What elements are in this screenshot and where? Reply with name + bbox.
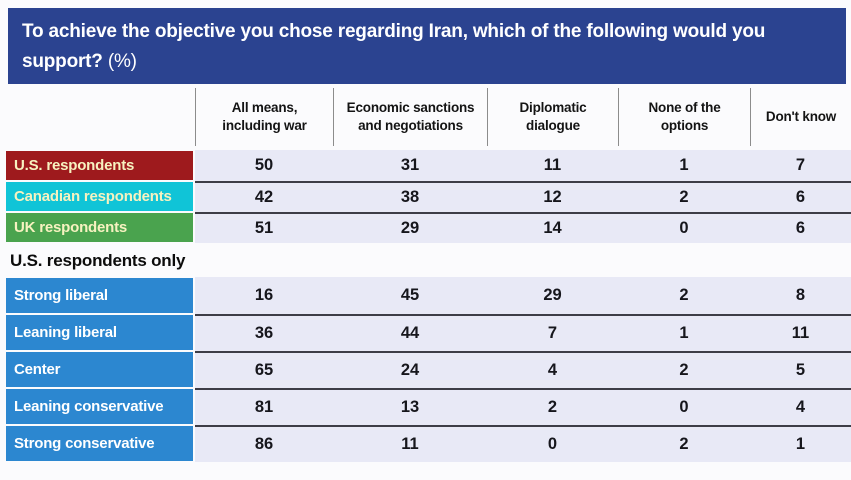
- value-cell: 2: [487, 388, 618, 425]
- value-cell: 0: [487, 425, 618, 462]
- column-header: Don't know: [750, 88, 851, 146]
- section-header: U.S. respondents only: [10, 251, 186, 270]
- value-cell: 65: [195, 351, 333, 388]
- value-cell: 13: [333, 388, 487, 425]
- value-cell: 12: [487, 181, 618, 212]
- row-label: Center: [6, 352, 193, 387]
- row-label: Leaning conservative: [6, 389, 193, 424]
- table-row: Canadian respondents 42 38 12 2 6: [0, 181, 851, 212]
- value-cell: 8: [750, 277, 851, 314]
- value-cell: 11: [750, 314, 851, 351]
- row-label: U.S. respondents: [6, 151, 193, 180]
- table-body: U.S. respondents 50 31 11 1 7 Canadian respond…: [0, 150, 851, 462]
- value-cell: 51: [195, 212, 333, 243]
- title-bar: To achieve the objective you chose regar…: [8, 8, 846, 84]
- value-cell: 86: [195, 425, 333, 462]
- value-cell: 24: [333, 351, 487, 388]
- value-cell: 11: [487, 150, 618, 181]
- value-cell: 29: [333, 212, 487, 243]
- table-row: Strong conservative 86 11 0 2 1: [0, 425, 851, 462]
- value-cell: 7: [750, 150, 851, 181]
- column-header: None of the options: [618, 88, 750, 146]
- value-cell: 1: [618, 314, 750, 351]
- value-cell: 14: [487, 212, 618, 243]
- value-cell: 0: [618, 212, 750, 243]
- value-cell: 4: [750, 388, 851, 425]
- row-label: Strong liberal: [6, 278, 193, 313]
- value-cell: 11: [333, 425, 487, 462]
- value-cell: 16: [195, 277, 333, 314]
- value-cell: 2: [618, 425, 750, 462]
- value-cell: 1: [618, 150, 750, 181]
- row-label: UK respondents: [6, 213, 193, 242]
- table-row: Center 65 24 4 2 5: [0, 351, 851, 388]
- table-row: U.S. respondents 50 31 11 1 7: [0, 150, 851, 181]
- column-header-row: All means, including war Economic sanctio…: [0, 88, 851, 146]
- table-row: Leaning liberal 36 44 7 1 11: [0, 314, 851, 351]
- value-cell: 0: [618, 388, 750, 425]
- value-cell: 45: [333, 277, 487, 314]
- value-cell: 5: [750, 351, 851, 388]
- value-cell: 1: [750, 425, 851, 462]
- table-row: Leaning conservative 81 13 2 0 4: [0, 388, 851, 425]
- value-cell: 4: [487, 351, 618, 388]
- row-label: Leaning liberal: [6, 315, 193, 350]
- value-cell: 29: [487, 277, 618, 314]
- value-cell: 31: [333, 150, 487, 181]
- value-cell: 38: [333, 181, 487, 212]
- value-cell: 6: [750, 212, 851, 243]
- title-percent-suffix: (%): [107, 51, 137, 73]
- column-header: All means, including war: [195, 88, 333, 146]
- value-cell: 50: [195, 150, 333, 181]
- value-cell: 2: [618, 277, 750, 314]
- value-cell: 6: [750, 181, 851, 212]
- value-cell: 81: [195, 388, 333, 425]
- row-label: Canadian respondents: [6, 182, 193, 211]
- row-label: Strong conservative: [6, 426, 193, 461]
- table-row: UK respondents 51 29 14 0 6: [0, 212, 851, 243]
- value-cell: 42: [195, 181, 333, 212]
- row-group: U.S. respondents 50 31 11 1 7 Canadian respond…: [0, 150, 851, 243]
- table-row: Strong liberal 16 45 29 2 8: [0, 277, 851, 314]
- value-cell: 44: [333, 314, 487, 351]
- value-cell: 2: [618, 181, 750, 212]
- value-cell: 7: [487, 314, 618, 351]
- column-header: Economic sanctions and negotiations: [333, 88, 487, 146]
- header-corner-spacer: [0, 88, 195, 146]
- value-cell: 36: [195, 314, 333, 351]
- column-header: Diplomatic dialogue: [487, 88, 618, 146]
- title-text: To achieve the objective you chose regar…: [22, 21, 766, 73]
- row-group: Strong liberal 16 45 29 2 8 Leaning liberal 36 4…: [0, 277, 851, 462]
- value-cell: 2: [618, 351, 750, 388]
